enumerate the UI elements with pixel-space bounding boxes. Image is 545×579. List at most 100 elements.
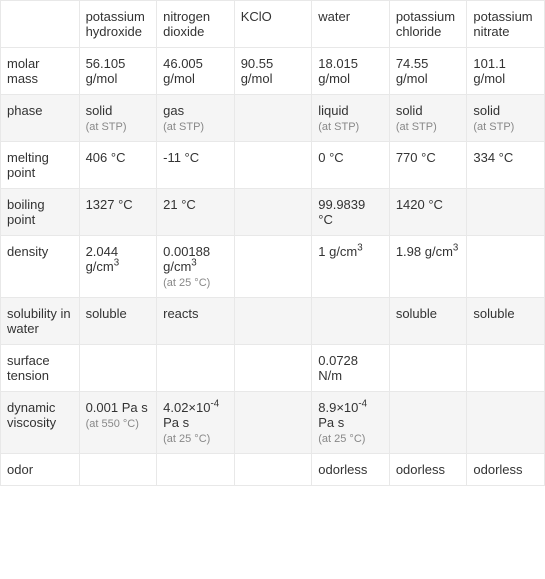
cell-subtext: (at 550 °C) <box>86 418 139 430</box>
table-row: dynamic viscosity0.001 Pa s(at 550 °C)4.… <box>1 392 545 454</box>
cell-value: gas <box>163 103 228 118</box>
cell-value: 4.02×10-4 Pa s <box>163 400 228 430</box>
table-cell <box>79 454 157 486</box>
table-row: phasesolid(at STP)gas(at STP)liquid(at S… <box>1 95 545 142</box>
table-cell: 99.9839 °C <box>312 189 390 236</box>
table-cell: solid(at STP) <box>389 95 467 142</box>
cell-value: 334 °C <box>473 150 538 165</box>
row-label: solubility in water <box>1 298 80 345</box>
table-body: molar mass56.105 g/mol46.005 g/mol90.55 … <box>1 48 545 486</box>
table-cell: 4.02×10-4 Pa s (at 25 °C) <box>157 392 235 454</box>
header-blank <box>1 1 80 48</box>
cell-value: 1.98 g/cm3 <box>396 244 461 259</box>
cell-value: soluble <box>86 306 151 321</box>
table-cell: 1.98 g/cm3 <box>389 236 467 298</box>
table-cell <box>234 392 312 454</box>
cell-subtext: (at 25 °C) <box>163 433 210 445</box>
table-row: surface tension 0.0728 N/m <box>1 345 545 392</box>
row-label: density <box>1 236 80 298</box>
table-cell: 74.55 g/mol <box>389 48 467 95</box>
table-cell: 56.105 g/mol <box>79 48 157 95</box>
cell-value: 2.044 g/cm3 <box>86 244 151 274</box>
cell-subtext: (at STP) <box>86 121 127 133</box>
table-cell: 1327 °C <box>79 189 157 236</box>
cell-value: 90.55 g/mol <box>241 56 306 86</box>
table-row: boiling point 1327 °C 21 °C 99.9839 °C 1420 … <box>1 189 545 236</box>
cell-value: 1327 °C <box>86 197 151 212</box>
table-cell: solid (at STP) <box>79 95 157 142</box>
cell-value: 770 °C <box>396 150 461 165</box>
row-label: melting point <box>1 142 80 189</box>
cell-value: 1 g/cm3 <box>318 244 383 259</box>
table-cell: solid(at STP) <box>467 95 545 142</box>
table-cell: 1420 °C <box>389 189 467 236</box>
header-col-2: nitrogen dioxide <box>157 1 235 48</box>
cell-value: -11 °C <box>163 150 228 165</box>
cell-value: 406 °C <box>86 150 151 165</box>
table-cell <box>234 298 312 345</box>
cell-superscript: 3 <box>453 243 458 254</box>
cell-value: liquid <box>318 103 383 118</box>
cell-superscript: 3 <box>114 258 119 269</box>
table-cell: 2.044 g/cm3 <box>79 236 157 298</box>
table-cell <box>389 392 467 454</box>
row-label: dynamic viscosity <box>1 392 80 454</box>
table-cell: 18.015 g/mol <box>312 48 390 95</box>
cell-value: 0.0728 N/m <box>318 353 383 383</box>
cell-subtext: (at 25 °C) <box>163 277 210 289</box>
cell-value: soluble <box>473 306 538 321</box>
cell-value: solid <box>396 103 461 118</box>
table-cell: -11 °C <box>157 142 235 189</box>
table-row: density2.044 g/cm3 0.00188 g/cm3 (at 25 °C… <box>1 236 545 298</box>
table-cell: soluble <box>79 298 157 345</box>
cell-superscript: 3 <box>357 243 362 254</box>
table-cell <box>234 95 312 142</box>
cell-value: 8.9×10-4 Pa s <box>318 400 383 430</box>
table-cell: 101.1 g/mol <box>467 48 545 95</box>
table-cell <box>312 298 390 345</box>
table-cell: odorless <box>312 454 390 486</box>
cell-value: 56.105 g/mol <box>86 56 151 86</box>
table-row: solubility in water soluble reacts soluble s… <box>1 298 545 345</box>
table-cell: 0.00188 g/cm3 (at 25 °C) <box>157 236 235 298</box>
row-label: odor <box>1 454 80 486</box>
table-cell: 90.55 g/mol <box>234 48 312 95</box>
header-col-3: KClO <box>234 1 312 48</box>
cell-value: 74.55 g/mol <box>396 56 461 86</box>
table-cell <box>157 454 235 486</box>
table-cell: 770 °C <box>389 142 467 189</box>
cell-superscript: 3 <box>191 258 196 269</box>
table-cell: 0.001 Pa s(at 550 °C) <box>79 392 157 454</box>
cell-superscript: -4 <box>210 399 219 410</box>
header-col-6: potassium nitrate <box>467 1 545 48</box>
cell-value: 0.00188 g/cm3 <box>163 244 228 274</box>
table-cell <box>467 392 545 454</box>
cell-subtext: (at 25 °C) <box>318 433 365 445</box>
table-cell: gas (at STP) <box>157 95 235 142</box>
table-cell: reacts <box>157 298 235 345</box>
cell-value: solid <box>86 103 151 118</box>
table-cell <box>79 345 157 392</box>
row-label: surface tension <box>1 345 80 392</box>
table-cell: 0.0728 N/m <box>312 345 390 392</box>
table-row: melting point 406 °C -11 °C 0 °C 770 °C 334 °… <box>1 142 545 189</box>
cell-value: 99.9839 °C <box>318 197 383 227</box>
cell-value: 1420 °C <box>396 197 461 212</box>
table-cell: 334 °C <box>467 142 545 189</box>
header-row: potassium hydroxide nitrogen dioxide KCl… <box>1 1 545 48</box>
cell-value: soluble <box>396 306 461 321</box>
table-cell: liquid(at STP) <box>312 95 390 142</box>
table-cell: 21 °C <box>157 189 235 236</box>
cell-subtext: (at STP) <box>163 121 204 133</box>
table-cell: 46.005 g/mol <box>157 48 235 95</box>
cell-value: 46.005 g/mol <box>163 56 228 86</box>
table-cell: soluble <box>467 298 545 345</box>
table-cell: 0 °C <box>312 142 390 189</box>
table-cell <box>157 345 235 392</box>
cell-value: 101.1 g/mol <box>473 56 538 86</box>
table-cell <box>234 236 312 298</box>
cell-value: odorless <box>318 462 383 477</box>
table-cell <box>467 345 545 392</box>
row-label: boiling point <box>1 189 80 236</box>
table-cell <box>467 189 545 236</box>
